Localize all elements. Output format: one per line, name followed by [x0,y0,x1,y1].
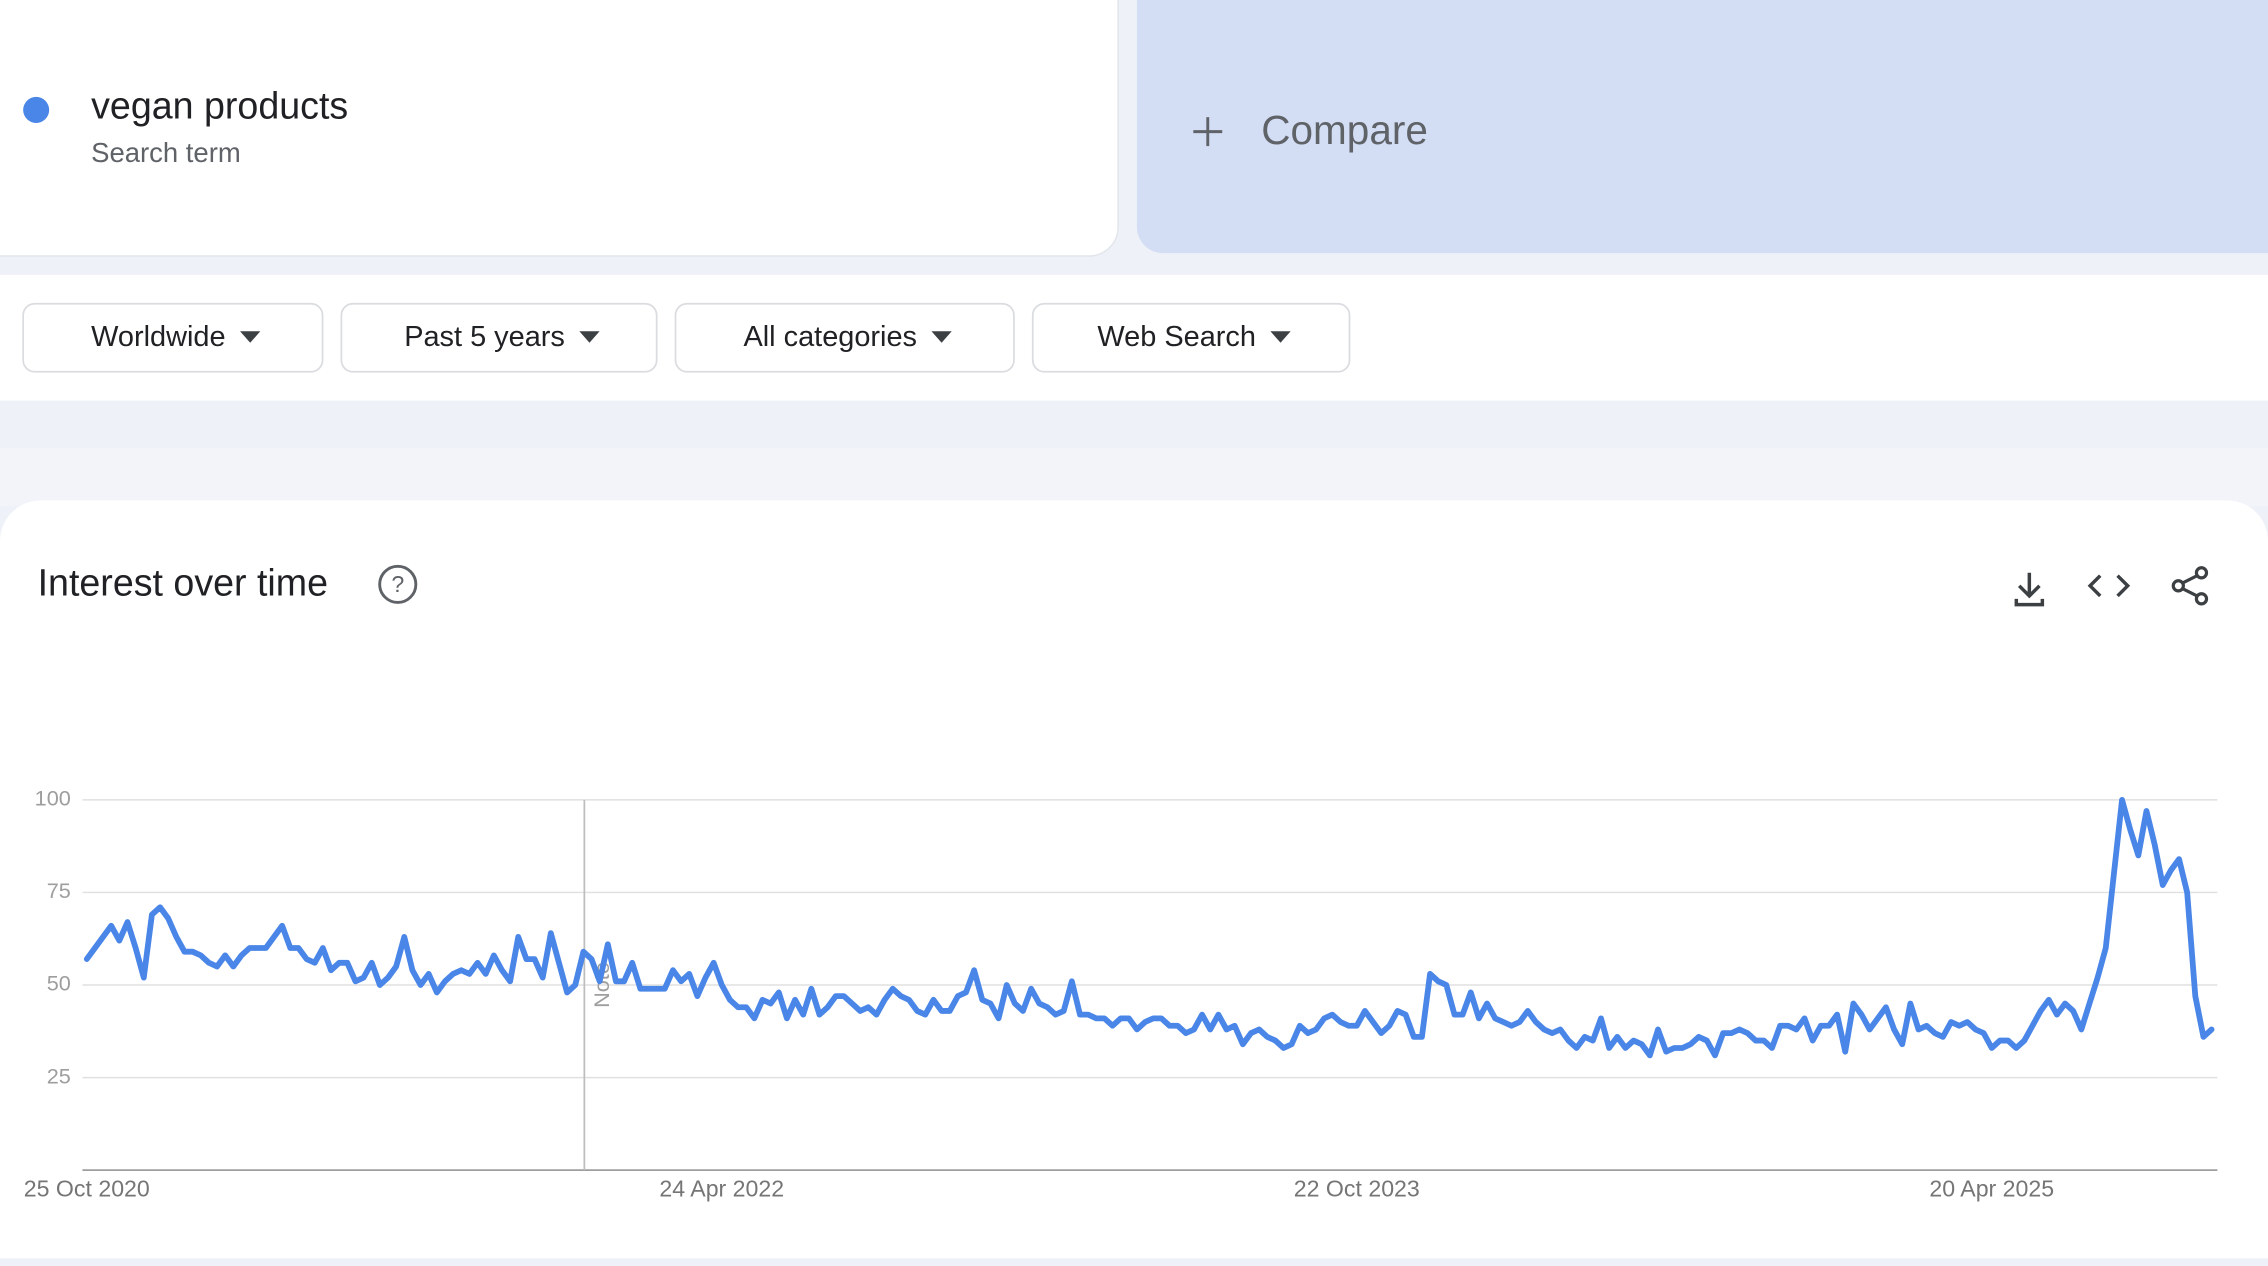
term-name: vegan products [91,84,348,126]
filter-button[interactable] [340,302,658,373]
y-tick-label: 50 [47,971,71,996]
filter-label[interactable]: Past 5 years [404,321,565,353]
trend-line [83,796,2215,1059]
chart-title: Interest over time [38,562,328,604]
filter-button[interactable] [1031,302,1351,373]
compare-label[interactable]: Compare [1261,107,1428,153]
dropdown-arrow [1270,331,1291,343]
x-tick-label: 20 Apr 2025 [1929,1176,2054,1202]
download-icon[interactable] [2014,572,2045,607]
filter-button[interactable] [674,302,1015,373]
y-tick-label: 75 [47,878,71,903]
dropdown-arrow [240,331,261,343]
x-tick-label: 25 Oct 2020 [24,1176,150,1202]
share-icon[interactable] [2171,566,2209,606]
band [0,448,2268,507]
dropdown-arrow [579,331,600,343]
dropdown-arrow [931,331,952,343]
term-subtitle: Search term [91,137,241,168]
x-tick-label: 22 Oct 2023 [1294,1176,1420,1202]
svg-text:?: ? [391,571,404,597]
filter-label[interactable]: Web Search [1097,321,1256,353]
y-tick-label: 25 [47,1063,71,1088]
compare-box[interactable] [1136,0,2268,254]
embed-icon[interactable] [2087,574,2131,598]
plus-icon [1193,117,1223,147]
filters: Worldwide Past 5 years All categories Web S… [22,302,1351,373]
help-icon[interactable]: ? [378,564,418,604]
term-dot [23,96,50,123]
filter-button[interactable] [22,302,324,373]
y-tick-label: 100 [35,786,71,811]
filter-label[interactable]: Worldwide [91,321,225,353]
term-card[interactable] [0,0,1119,257]
x-tick-label: 24 Apr 2022 [659,1176,784,1202]
filter-label[interactable]: All categories [743,321,917,353]
chart-card [0,500,2268,1266]
